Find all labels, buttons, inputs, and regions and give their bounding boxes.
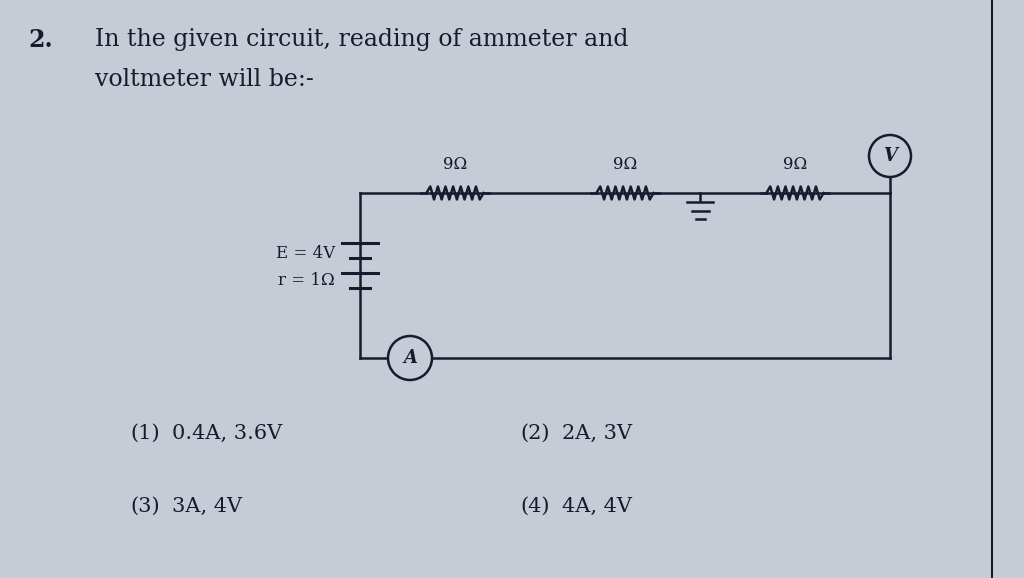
Text: In the given circuit, reading of ammeter and: In the given circuit, reading of ammeter… — [95, 28, 629, 51]
Text: 2A, 3V: 2A, 3V — [562, 424, 632, 443]
Text: voltmeter will be:-: voltmeter will be:- — [95, 68, 313, 91]
Circle shape — [388, 336, 432, 380]
Text: 9Ω: 9Ω — [783, 156, 807, 173]
Text: 0.4A, 3.6V: 0.4A, 3.6V — [172, 424, 283, 443]
Text: 9Ω: 9Ω — [442, 156, 467, 173]
Text: E = 4V: E = 4V — [275, 245, 335, 262]
Text: 2.: 2. — [28, 28, 52, 52]
Text: 4A, 4V: 4A, 4V — [562, 497, 632, 516]
Text: 9Ω: 9Ω — [613, 156, 637, 173]
Text: (1): (1) — [130, 424, 160, 443]
Text: (3): (3) — [130, 497, 160, 516]
Text: 3A, 4V: 3A, 4V — [172, 497, 242, 516]
Circle shape — [869, 135, 911, 177]
Text: (4): (4) — [520, 497, 550, 516]
Text: V: V — [883, 147, 897, 165]
Text: A: A — [403, 349, 417, 367]
Text: r = 1Ω: r = 1Ω — [279, 272, 335, 289]
Text: (2): (2) — [520, 424, 550, 443]
